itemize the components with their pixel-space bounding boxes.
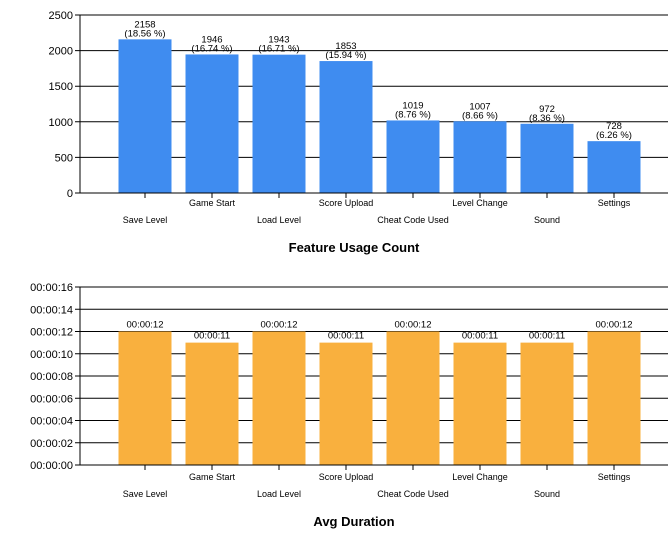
y-tick-label: 1500 xyxy=(49,81,73,93)
y-tick-label: 00:00:02 xyxy=(30,438,73,450)
chart-title: Avg Duration xyxy=(313,514,394,529)
value-label: 00:00:12 xyxy=(127,320,164,331)
percent-label: (15.94 %) xyxy=(325,50,366,61)
percent-label: (18.56 %) xyxy=(124,28,165,39)
bar xyxy=(319,342,373,465)
y-tick-label: 00:00:06 xyxy=(30,393,73,405)
x-category-label: Save Level xyxy=(123,215,168,225)
percent-label: (16.74 %) xyxy=(191,43,232,54)
x-category-label: Level Change xyxy=(452,198,508,208)
y-tick-label: 0 xyxy=(67,188,73,200)
bar xyxy=(587,331,641,465)
percent-label: (8.36 %) xyxy=(529,113,565,124)
x-category-label: Score Upload xyxy=(319,198,374,208)
value-label: 1853 xyxy=(335,41,356,52)
y-tick-label: 00:00:16 xyxy=(30,282,73,294)
percent-label: (8.76 %) xyxy=(395,109,431,120)
percent-label: (8.66 %) xyxy=(462,110,498,121)
chart-title: Feature Usage Count xyxy=(289,240,420,255)
x-category-label: Sound xyxy=(534,215,560,225)
y-tick-label: 2500 xyxy=(49,10,73,22)
bar xyxy=(118,331,172,465)
value-label: 1019 xyxy=(402,100,423,111)
y-tick-label: 2000 xyxy=(49,46,73,58)
y-tick-label: 00:00:10 xyxy=(30,349,73,361)
y-tick-label: 00:00:04 xyxy=(30,416,73,428)
bar xyxy=(587,141,641,193)
y-tick-label: 00:00:14 xyxy=(30,304,73,316)
x-category-label: Settings xyxy=(598,198,631,208)
bar xyxy=(319,61,373,193)
bar xyxy=(520,342,574,465)
bar xyxy=(453,121,507,193)
bar xyxy=(252,54,306,193)
x-category-label: Save Level xyxy=(123,489,168,499)
value-label: 972 xyxy=(539,104,555,115)
value-label: 1946 xyxy=(201,34,222,45)
x-category-label: Settings xyxy=(598,472,631,482)
bar xyxy=(252,331,306,465)
x-category-label: Cheat Code Used xyxy=(377,489,449,499)
percent-label: (16.71 %) xyxy=(258,44,299,55)
bar xyxy=(386,120,440,193)
bar xyxy=(185,342,239,465)
y-tick-label: 1000 xyxy=(49,117,73,129)
bar xyxy=(185,54,239,194)
bar xyxy=(453,342,507,465)
value-label: 1943 xyxy=(268,35,289,46)
value-label: 00:00:12 xyxy=(395,320,432,331)
value-label: 728 xyxy=(606,121,622,132)
y-tick-label: 500 xyxy=(55,152,73,164)
x-category-label: Load Level xyxy=(257,215,301,225)
percent-label: (6.26 %) xyxy=(596,130,632,141)
y-tick-label: 00:00:12 xyxy=(30,327,73,339)
value-label: 00:00:11 xyxy=(194,331,230,342)
x-category-label: Level Change xyxy=(452,472,508,482)
bar xyxy=(118,39,172,193)
bar xyxy=(386,331,440,465)
bar xyxy=(520,123,574,193)
x-category-label: Game Start xyxy=(189,198,236,208)
y-tick-label: 00:00:08 xyxy=(30,371,73,383)
avg-duration-chart: 00:00:00 00:00:02 00:00:04 00:00:06 00:00:08… xyxy=(30,282,668,529)
value-label: 00:00:12 xyxy=(596,320,633,331)
x-category-label: Game Start xyxy=(189,472,236,482)
value-label: 1007 xyxy=(469,101,490,112)
feature-usage-chart: 0 500 1000 1500 2000 2500 Save Level 2158(18.56… xyxy=(49,10,668,255)
value-label: 00:00:11 xyxy=(462,331,498,342)
value-label: 2158 xyxy=(134,19,155,30)
x-category-label: Score Upload xyxy=(319,472,374,482)
y-tick-label: 00:00:00 xyxy=(30,460,73,472)
x-category-label: Cheat Code Used xyxy=(377,215,449,225)
x-category-label: Sound xyxy=(534,489,560,499)
value-label: 00:00:11 xyxy=(328,331,364,342)
value-label: 00:00:11 xyxy=(529,331,565,342)
x-category-label: Load Level xyxy=(257,489,301,499)
value-label: 00:00:12 xyxy=(261,320,298,331)
